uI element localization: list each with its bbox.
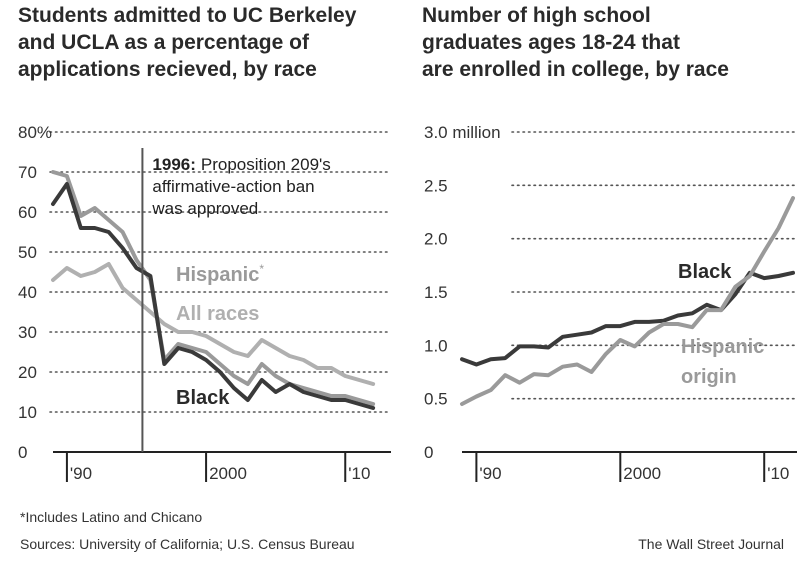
black-series-label-right: Black — [678, 261, 732, 283]
hispanic-label-asterisk: * — [259, 262, 264, 276]
left-y-tick-label: 70 — [18, 163, 37, 182]
right-y-tick-label: 0 — [424, 443, 433, 462]
right-y-tick-label: 0.5 — [424, 390, 448, 409]
sources-note: Sources: University of California; U.S. … — [20, 536, 355, 552]
right-series-line-black — [460, 270, 795, 367]
hispanic-series-label: Hispanic* — [176, 262, 264, 286]
hispanic-origin-label-line-2: origin — [681, 366, 737, 388]
right-x-tick-label: '10 — [767, 464, 789, 483]
hispanic-label-text: Hispanic — [176, 264, 259, 286]
left-y-tick-label: 50 — [18, 243, 37, 262]
left-chart-title: Students admitted to UC Berkeley and UCL… — [18, 2, 356, 83]
right-x-tick-label: '90 — [479, 464, 501, 483]
hispanic-origin-label-line-1: Hispanic — [681, 336, 764, 358]
left-y-tick-label: 40 — [18, 283, 37, 302]
right-title-line-3: are enrolled in college, by race — [422, 58, 729, 81]
left-series-line-black — [51, 182, 376, 410]
left-title-line-2: and UCLA as a percentage of — [18, 31, 309, 54]
left-chart: 80% 70 60 50 40 30 20 10 0 '90 2000 '10 1996: Proposi… — [18, 123, 392, 483]
left-x-tick-label: '10 — [348, 464, 370, 483]
left-y-tick-label: 0 — [18, 443, 27, 462]
footnote: *Includes Latino and Chicano — [20, 509, 203, 525]
left-y-tick-label: 80% — [18, 123, 52, 142]
all-races-series-label: All races — [176, 303, 259, 325]
right-y-tick-label: 1.5 — [424, 283, 448, 302]
right-title-line-1: Number of high school — [422, 4, 651, 27]
annotation-line-1: Proposition 209's — [201, 155, 331, 174]
annotation-year: 1996: — [152, 155, 195, 174]
right-y-tick-label: 2.5 — [424, 176, 448, 195]
left-y-tick-label: 30 — [18, 323, 37, 342]
right-x-tick-label: 2000 — [623, 464, 661, 483]
right-y-tick-label: 3.0 million — [424, 123, 501, 142]
left-title-line-3: applications recieved, by race — [18, 58, 317, 81]
left-y-tick-label: 20 — [18, 363, 37, 382]
right-y-tick-label: 2.0 — [424, 230, 448, 249]
right-chart-title: Number of high school graduates ages 18-… — [422, 2, 729, 83]
publisher-credit: The Wall Street Journal — [638, 536, 784, 552]
left-title-line-1: Students admitted to UC Berkeley — [18, 4, 357, 27]
annotation-line-3: was approved — [151, 199, 258, 218]
right-title-line-2: graduates ages 18-24 that — [422, 31, 680, 54]
left-x-tick-label: '90 — [70, 464, 92, 483]
left-x-tick-label: 2000 — [209, 464, 247, 483]
left-series-line-hispanic — [51, 170, 376, 406]
proposition-209-annotation: 1996: Proposition 209's affirmative-action… — [151, 155, 330, 218]
right-chart: 3.0 million 2.5 2.0 1.5 1.0 0.5 0 '90 2000 '10 Bla… — [424, 123, 798, 483]
left-y-tick-label: 60 — [18, 203, 37, 222]
left-series-line-all-races — [51, 262, 376, 386]
right-y-tick-label: 1.0 — [424, 336, 448, 355]
left-y-tick-label: 10 — [18, 403, 37, 422]
annotation-line-2: affirmative-action ban — [152, 177, 314, 196]
right-series-line-hispanic-origin — [460, 196, 795, 406]
black-series-label-left: Black — [176, 387, 230, 409]
